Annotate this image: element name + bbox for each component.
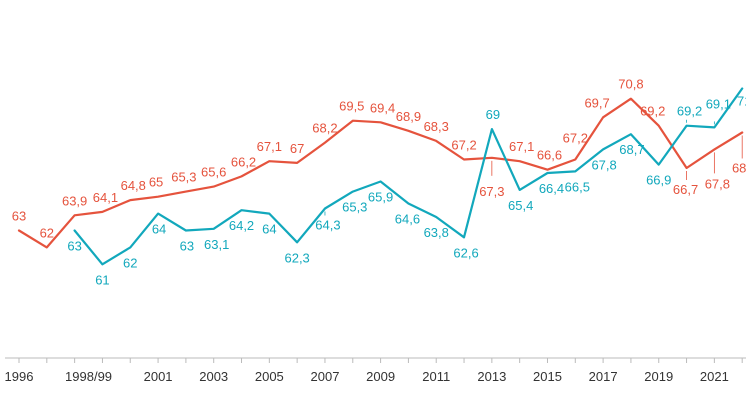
x-tick-label: 2001	[144, 369, 173, 384]
data-label: 68,2	[312, 121, 337, 136]
data-label: 63,9	[62, 193, 87, 208]
data-label: 67,2	[451, 138, 476, 153]
x-tick-label: 2007	[311, 369, 340, 384]
x-tick-label: 2005	[255, 369, 284, 384]
x-tick-label: 2017	[589, 369, 618, 384]
data-label: 63	[180, 239, 194, 254]
data-label: 64,6	[395, 211, 420, 226]
data-label: 69,5	[339, 99, 364, 114]
x-tick-label: 2011	[422, 369, 450, 384]
data-label: 64,1	[93, 190, 118, 205]
data-label: 64,8	[121, 178, 146, 193]
data-label: 69,2	[640, 104, 665, 119]
data-label: 67,8	[591, 157, 616, 172]
data-label: 62	[40, 225, 54, 240]
data-label: 71	[737, 94, 746, 109]
x-tick-label: 1998/99	[65, 369, 112, 384]
x-tick-label: 2021	[700, 369, 729, 384]
x-tick-label: 2009	[366, 369, 395, 384]
data-label: 67	[290, 141, 304, 156]
data-label: 64,2	[229, 218, 254, 233]
data-label: 68	[732, 160, 746, 175]
data-label: 65,4	[508, 198, 533, 213]
data-label: 68,7	[619, 142, 644, 157]
data-label: 65,9	[368, 189, 393, 204]
data-label: 65,3	[342, 200, 367, 215]
data-label: 63,8	[424, 225, 449, 240]
data-label: 67,2	[563, 131, 588, 146]
data-label: 63	[67, 239, 81, 254]
data-label: 69,7	[584, 95, 609, 110]
data-label: 62	[123, 255, 137, 270]
x-tick-label: 2013	[477, 369, 506, 384]
data-label: 63	[12, 209, 26, 224]
data-label: 69	[486, 107, 500, 122]
data-label: 63,1	[204, 237, 229, 252]
x-tick-label: 1996	[5, 369, 34, 384]
data-label: 61	[95, 272, 109, 287]
data-label: 64,3	[315, 218, 340, 233]
x-axis: 1996 1998/99 2001 2003 2005 2007 2009 2011 2013 2…	[5, 357, 746, 384]
series-line-1	[17, 97, 744, 249]
data-label: 65,6	[201, 165, 226, 180]
x-tick-label: 2019	[644, 369, 673, 384]
data-label: 62,3	[284, 250, 309, 265]
data-label: 68,9	[396, 109, 421, 124]
data-label: 69,4	[370, 100, 395, 115]
data-label: 67,3	[479, 184, 504, 199]
data-label: 64	[262, 222, 276, 237]
data-label: 66,4	[539, 181, 564, 196]
data-label: 67,1	[257, 139, 282, 154]
data-label: 70,8	[618, 77, 643, 92]
data-label: 66,2	[231, 154, 256, 169]
data-label: 69,2	[677, 104, 702, 119]
series-lines	[17, 87, 744, 266]
data-label: 66,5	[565, 179, 590, 194]
data-label: 66,7	[673, 182, 698, 197]
data-label: 67,1	[509, 139, 534, 154]
data-label: 69,1	[706, 96, 731, 111]
data-label: 66,6	[537, 148, 562, 163]
data-label: 67,8	[705, 176, 730, 191]
series-line-2	[73, 87, 744, 266]
x-tick-label: 2015	[533, 369, 562, 384]
x-tick-label: 2003	[199, 369, 228, 384]
data-label: 66,9	[646, 173, 671, 188]
data-label: 62,6	[453, 245, 478, 260]
data-label: 64	[152, 222, 166, 237]
data-label: 65,3	[171, 170, 196, 185]
data-label: 65	[149, 175, 163, 190]
data-label: 68,3	[424, 119, 449, 134]
